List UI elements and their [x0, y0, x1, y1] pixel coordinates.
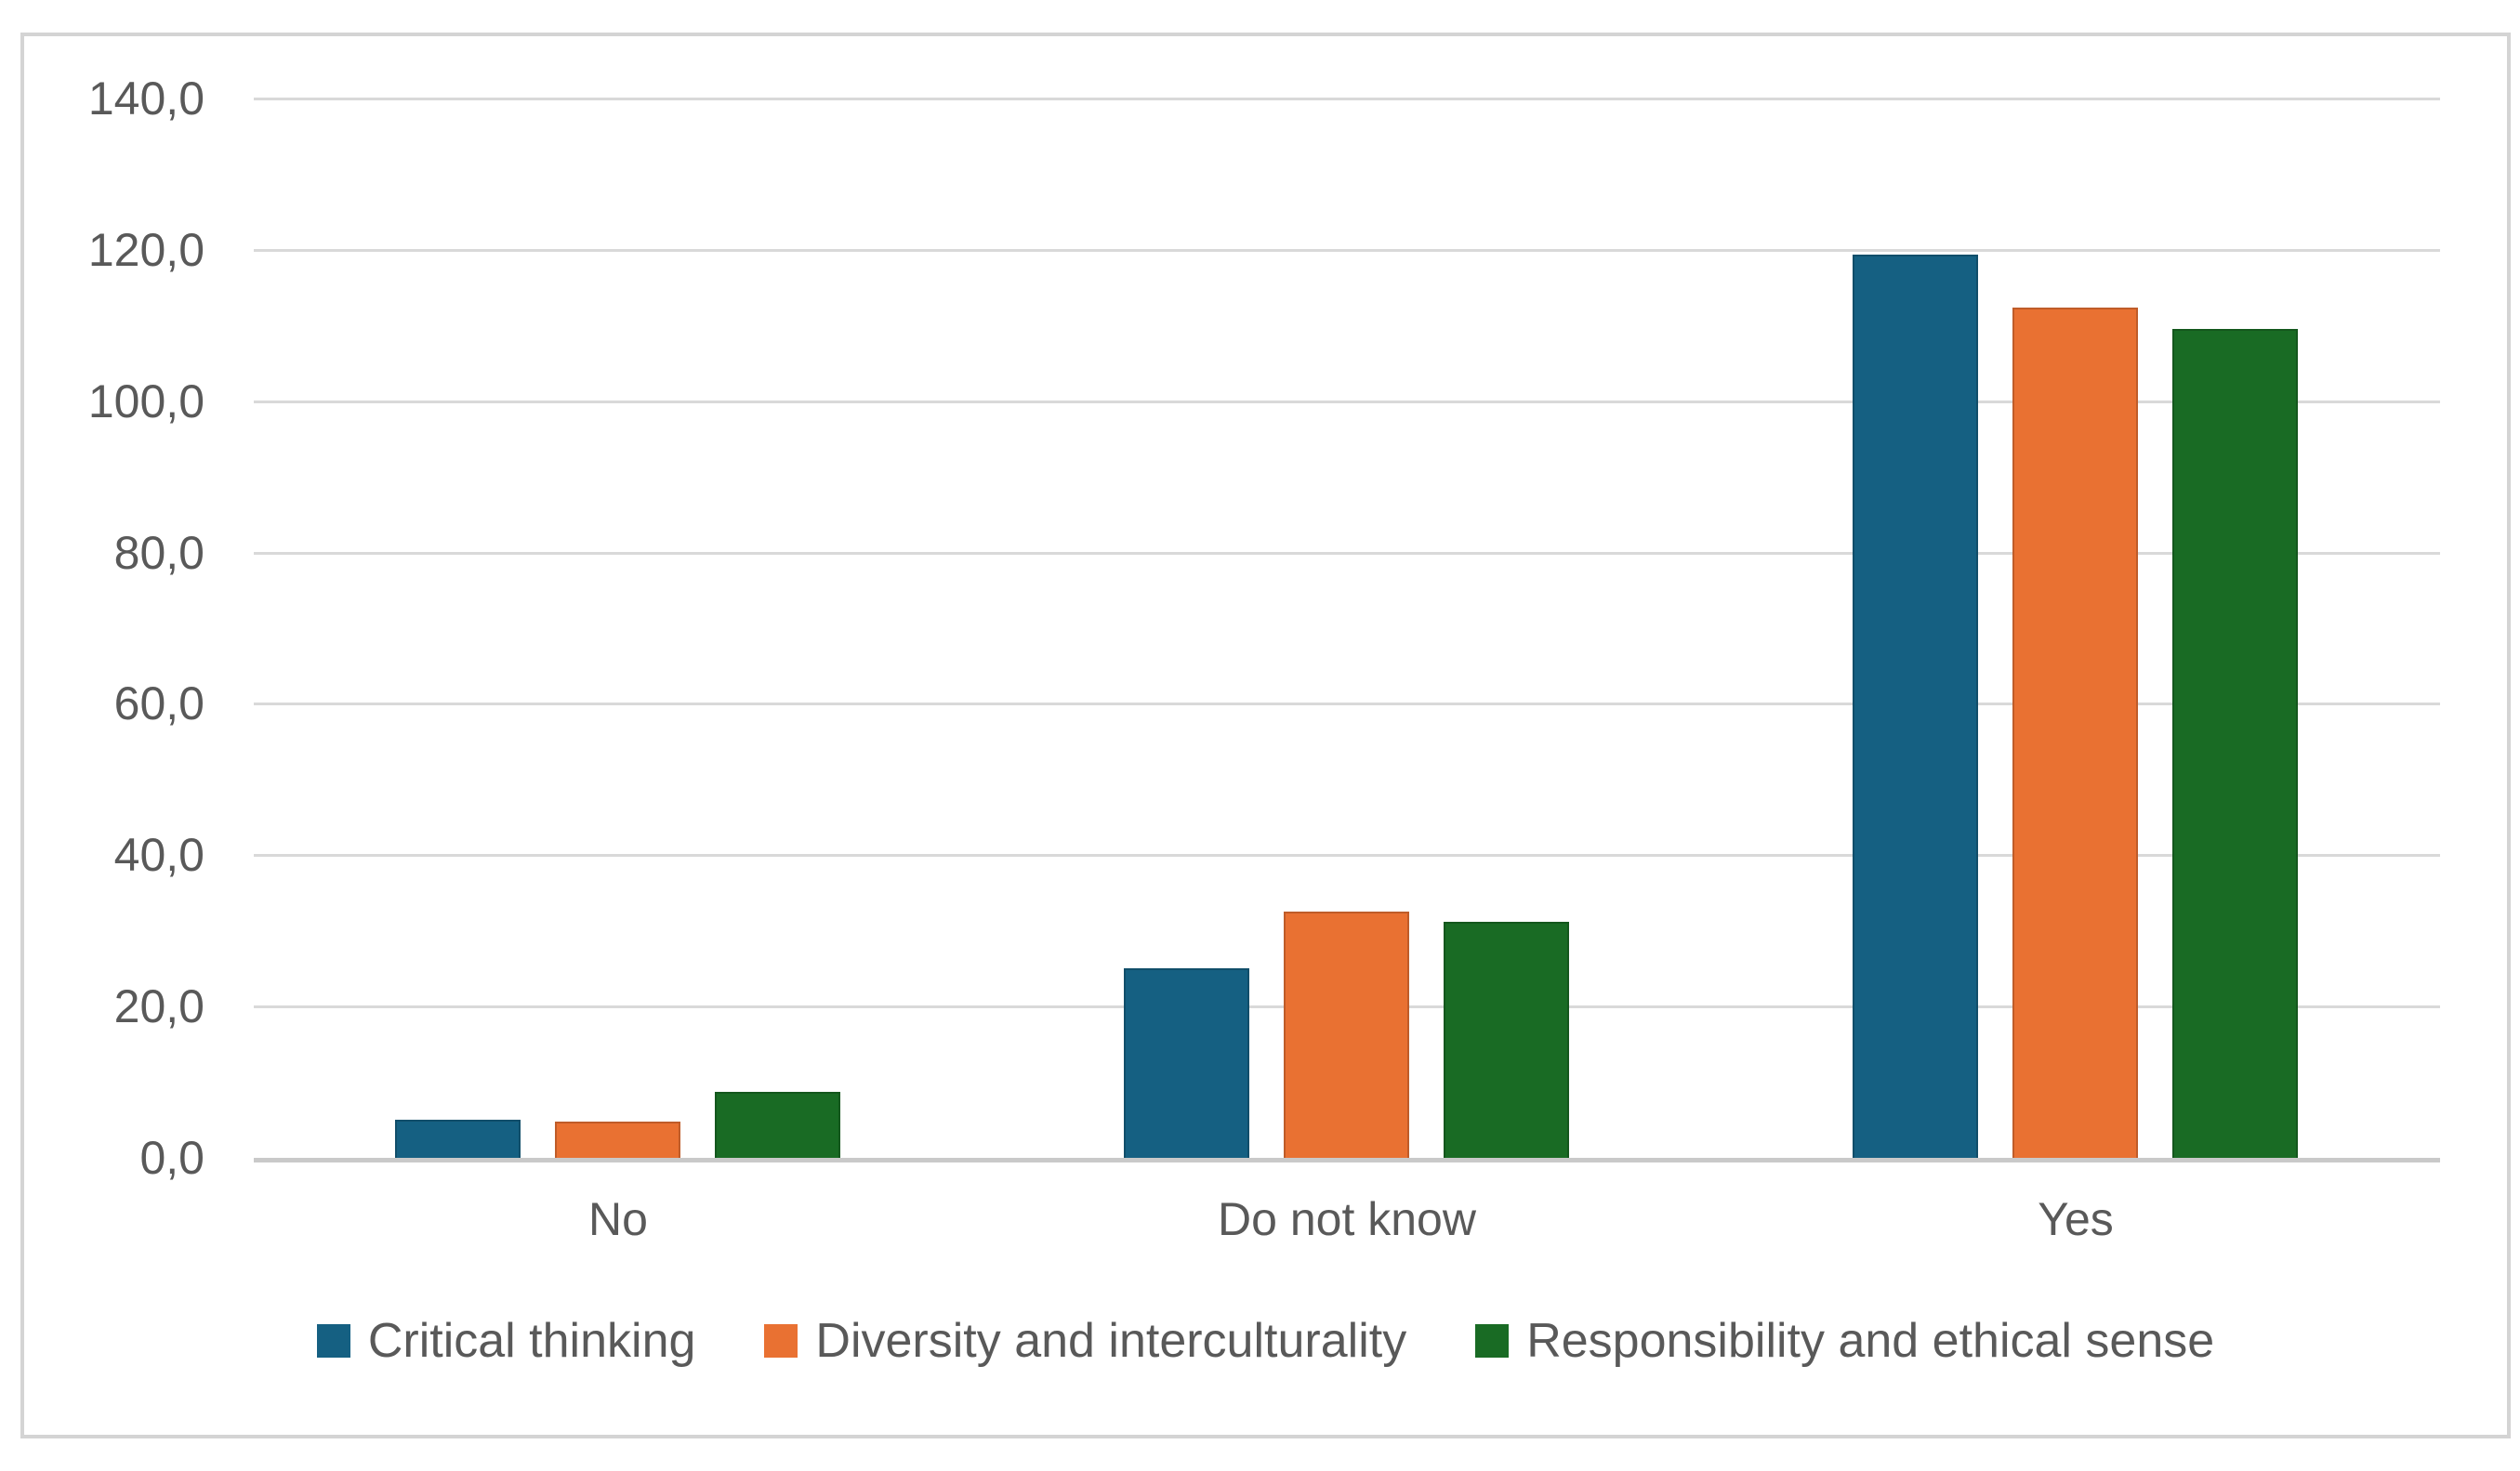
legend-item: Responsibility and ethical sense — [1475, 1313, 2214, 1369]
legend-swatch — [316, 1324, 350, 1358]
gridline — [254, 248, 2440, 252]
legend: Critical thinking Diversity and intercult… — [24, 1313, 2507, 1369]
bar-group-no — [254, 99, 983, 1158]
y-tick-label: 60,0 — [113, 677, 205, 730]
legend-item: Critical thinking — [316, 1313, 696, 1369]
bar — [395, 1120, 521, 1158]
x-category-label: No — [588, 1193, 648, 1245]
bar — [2172, 328, 2299, 1158]
gridline — [254, 703, 2440, 706]
y-tick-label: 120,0 — [87, 223, 205, 276]
x-category-label: Do not know — [1218, 1193, 1476, 1245]
bar — [1444, 921, 1570, 1158]
legend-item: Diversity and interculturality — [764, 1313, 1406, 1369]
bar-group-do-not-know — [983, 99, 1711, 1158]
legend-label: Responsibility and ethical sense — [1526, 1314, 2215, 1368]
gridline — [254, 98, 2440, 100]
legend-label: Diversity and interculturality — [815, 1314, 1407, 1368]
gridline — [254, 400, 2440, 403]
bar — [1284, 912, 1410, 1158]
x-axis-line — [254, 1158, 2440, 1162]
chart-frame: 0,0 20,0 40,0 60,0 80,0 100,0 120,0 140,0 No Do n… — [20, 33, 2511, 1438]
legend-swatch — [764, 1324, 798, 1358]
y-tick-label: 0,0 — [139, 1132, 205, 1184]
y-tick-label: 100,0 — [87, 374, 205, 427]
y-tick-label: 40,0 — [113, 829, 205, 882]
bar-group-yes — [1711, 99, 2440, 1158]
bar — [715, 1092, 841, 1158]
x-category-label: Yes — [2038, 1193, 2114, 1245]
y-tick-label: 80,0 — [113, 526, 205, 579]
bar — [555, 1121, 681, 1158]
bar — [1853, 254, 1979, 1158]
gridline — [254, 551, 2440, 555]
y-tick-label: 140,0 — [87, 72, 205, 125]
y-tick-label: 20,0 — [113, 980, 205, 1033]
bar — [1124, 968, 1250, 1158]
bar — [2012, 307, 2139, 1158]
legend-label: Critical thinking — [367, 1314, 696, 1368]
gridline — [254, 854, 2440, 858]
plot-area: 0,0 20,0 40,0 60,0 80,0 100,0 120,0 140,0 No Do n… — [88, 72, 2440, 1245]
legend-swatch — [1475, 1324, 1510, 1358]
